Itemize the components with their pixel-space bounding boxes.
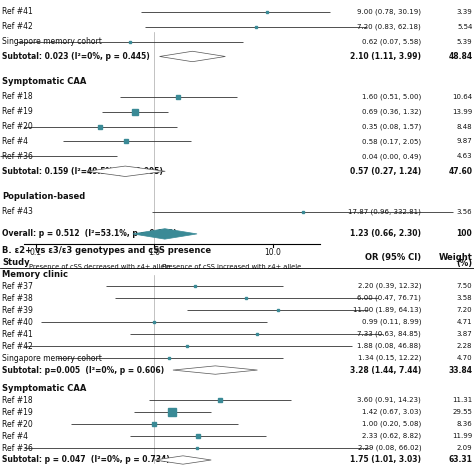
Text: Ref #43: Ref #43: [2, 207, 33, 216]
Text: 8.48: 8.48: [457, 124, 473, 129]
Text: 2.33 (0.62, 8.82): 2.33 (0.62, 8.82): [362, 433, 421, 439]
Text: (%): (%): [456, 259, 473, 268]
Text: 3.60 (0.91, 14.23): 3.60 (0.91, 14.23): [357, 397, 421, 403]
Text: Ref #36: Ref #36: [2, 444, 33, 453]
Text: 3.56: 3.56: [457, 209, 473, 215]
Text: 1.34 (0.15, 12.22): 1.34 (0.15, 12.22): [358, 355, 421, 361]
Text: 4.71: 4.71: [457, 319, 473, 325]
Text: 7.33 (0.63, 84.85): 7.33 (0.63, 84.85): [357, 331, 421, 337]
Text: Subtotal: p=0.005  (I²=0%, p = 0.606): Subtotal: p=0.005 (I²=0%, p = 0.606): [2, 365, 164, 374]
Text: 10.0: 10.0: [264, 248, 281, 257]
Text: 11.00 (1.89, 64.13): 11.00 (1.89, 64.13): [353, 307, 421, 313]
Text: 11.31: 11.31: [452, 397, 473, 403]
Text: 1.23 (0.66, 2.30): 1.23 (0.66, 2.30): [350, 229, 421, 238]
Text: 0.99 (0.11, 8.99): 0.99 (0.11, 8.99): [362, 319, 421, 325]
Text: 100: 100: [456, 229, 473, 238]
Text: 5.54: 5.54: [457, 24, 473, 30]
Text: 3.58: 3.58: [457, 295, 473, 301]
Polygon shape: [133, 228, 197, 239]
Text: 1.75 (1.01, 3.03): 1.75 (1.01, 3.03): [350, 456, 421, 465]
Text: Presence of cSS decreased with ε4+ allele: Presence of cSS decreased with ε4+ allel…: [29, 264, 171, 270]
Text: 0.58 (0.17, 2.05): 0.58 (0.17, 2.05): [362, 138, 421, 145]
Text: 9.00 (0.78, 30.19): 9.00 (0.78, 30.19): [357, 9, 421, 15]
Text: Ref #38: Ref #38: [2, 293, 33, 302]
Text: 2.28: 2.28: [457, 343, 473, 349]
Text: 0.57 (0.27, 1.24): 0.57 (0.27, 1.24): [350, 167, 421, 176]
Polygon shape: [155, 456, 211, 464]
Text: Ref #41: Ref #41: [2, 7, 33, 16]
Text: 0.1: 0.1: [30, 248, 42, 257]
Text: 2.29 (0.08, 66.02): 2.29 (0.08, 66.02): [357, 445, 421, 451]
Text: 2.10 (1.11, 3.99): 2.10 (1.11, 3.99): [350, 52, 421, 61]
Text: 9.87: 9.87: [456, 138, 473, 145]
Text: Subtotal: 0.023 (I²=0%, p = 0.445): Subtotal: 0.023 (I²=0%, p = 0.445): [2, 52, 150, 61]
Text: 5.39: 5.39: [457, 38, 473, 45]
Text: 33.84: 33.84: [448, 365, 473, 374]
Text: Ref #18: Ref #18: [2, 395, 33, 404]
Text: Ref #20: Ref #20: [2, 419, 33, 428]
Text: 1.0: 1.0: [148, 248, 160, 257]
Text: Ref #20: Ref #20: [2, 122, 33, 131]
Polygon shape: [160, 51, 226, 62]
Text: Memory clinic: Memory clinic: [2, 270, 68, 279]
Text: Symptomatic CAA: Symptomatic CAA: [2, 77, 87, 86]
Text: Ref #37: Ref #37: [2, 282, 33, 291]
Text: 7.50: 7.50: [457, 283, 473, 289]
Text: Singapore memory cohort: Singapore memory cohort: [2, 37, 102, 46]
Text: Overall: p = 0.512  (I²=53.1%, p = 0.012): Overall: p = 0.512 (I²=53.1%, p = 0.012): [2, 229, 177, 238]
Text: 11.99: 11.99: [452, 433, 473, 439]
Text: Ref #19: Ref #19: [2, 408, 33, 417]
Text: 1.00 (0.20, 5.08): 1.00 (0.20, 5.08): [362, 421, 421, 427]
Text: 3.87: 3.87: [456, 331, 473, 337]
Text: Subtotal: 0.159 (I²=49.5%, p = 0.095): Subtotal: 0.159 (I²=49.5%, p = 0.095): [2, 167, 163, 176]
Text: 29.55: 29.55: [453, 409, 473, 415]
Text: 10.64: 10.64: [452, 94, 473, 100]
Text: 0.35 (0.08, 1.57): 0.35 (0.08, 1.57): [362, 123, 421, 130]
Text: Weight: Weight: [438, 253, 473, 262]
Text: Ref #36: Ref #36: [2, 152, 33, 161]
Text: Symptomatic CAA: Symptomatic CAA: [2, 383, 87, 392]
Text: 47.60: 47.60: [448, 167, 473, 176]
Text: 1.42 (0.67, 3.03): 1.42 (0.67, 3.03): [362, 409, 421, 415]
Text: Ref #39: Ref #39: [2, 306, 33, 315]
Text: 2.20 (0.39, 12.32): 2.20 (0.39, 12.32): [358, 283, 421, 289]
Text: Ref #41: Ref #41: [2, 329, 33, 338]
Text: 48.84: 48.84: [448, 52, 473, 61]
Text: Ref #18: Ref #18: [2, 92, 33, 101]
Text: 0.69 (0.36, 1.32): 0.69 (0.36, 1.32): [362, 109, 421, 115]
Text: 1.60 (0.51, 5.00): 1.60 (0.51, 5.00): [362, 93, 421, 100]
Text: 3.28 (1.44, 7.44): 3.28 (1.44, 7.44): [350, 365, 421, 374]
Text: Presence of cSS increased with ε4+ allele: Presence of cSS increased with ε4+ allel…: [162, 264, 301, 270]
Text: Singapore memory cohort: Singapore memory cohort: [2, 354, 102, 363]
Text: 4.70: 4.70: [457, 355, 473, 361]
Text: 2.09: 2.09: [457, 445, 473, 451]
Text: 7.20: 7.20: [457, 307, 473, 313]
Text: 63.31: 63.31: [448, 456, 473, 465]
Text: 0.04 (0.00, 0.49): 0.04 (0.00, 0.49): [362, 153, 421, 160]
Text: Ref #4: Ref #4: [2, 137, 28, 146]
Text: 1.88 (0.08, 46.88): 1.88 (0.08, 46.88): [357, 343, 421, 349]
Text: Study: Study: [2, 258, 30, 267]
Polygon shape: [173, 366, 257, 374]
Text: 7.20 (0.83, 62.18): 7.20 (0.83, 62.18): [357, 23, 421, 30]
Text: Ref #42: Ref #42: [2, 22, 33, 31]
Text: 8.36: 8.36: [456, 421, 473, 427]
Text: Population-based: Population-based: [2, 192, 86, 201]
Text: 13.99: 13.99: [452, 109, 473, 115]
Text: Ref #19: Ref #19: [2, 107, 33, 116]
Text: Ref #4: Ref #4: [2, 431, 28, 440]
Text: Ref #40: Ref #40: [2, 318, 33, 327]
Text: Ref #42: Ref #42: [2, 342, 33, 351]
Text: 17.87 (0.96, 332.81): 17.87 (0.96, 332.81): [348, 208, 421, 215]
Text: 0.62 (0.07, 5.58): 0.62 (0.07, 5.58): [362, 38, 421, 45]
Text: OR (95% CI): OR (95% CI): [365, 253, 421, 262]
Text: Subtotal: p = 0.047  (I²=0%, p = 0.734): Subtotal: p = 0.047 (I²=0%, p = 0.734): [2, 456, 170, 465]
Text: 6.00 (0.47, 76.71): 6.00 (0.47, 76.71): [357, 295, 421, 301]
Text: 4.63: 4.63: [457, 154, 473, 159]
Text: 3.39: 3.39: [456, 9, 473, 15]
Polygon shape: [87, 166, 165, 176]
Text: B. ε2+ vs ε3/ε3 genotypes and cSS presence: B. ε2+ vs ε3/ε3 genotypes and cSS presen…: [2, 246, 211, 255]
